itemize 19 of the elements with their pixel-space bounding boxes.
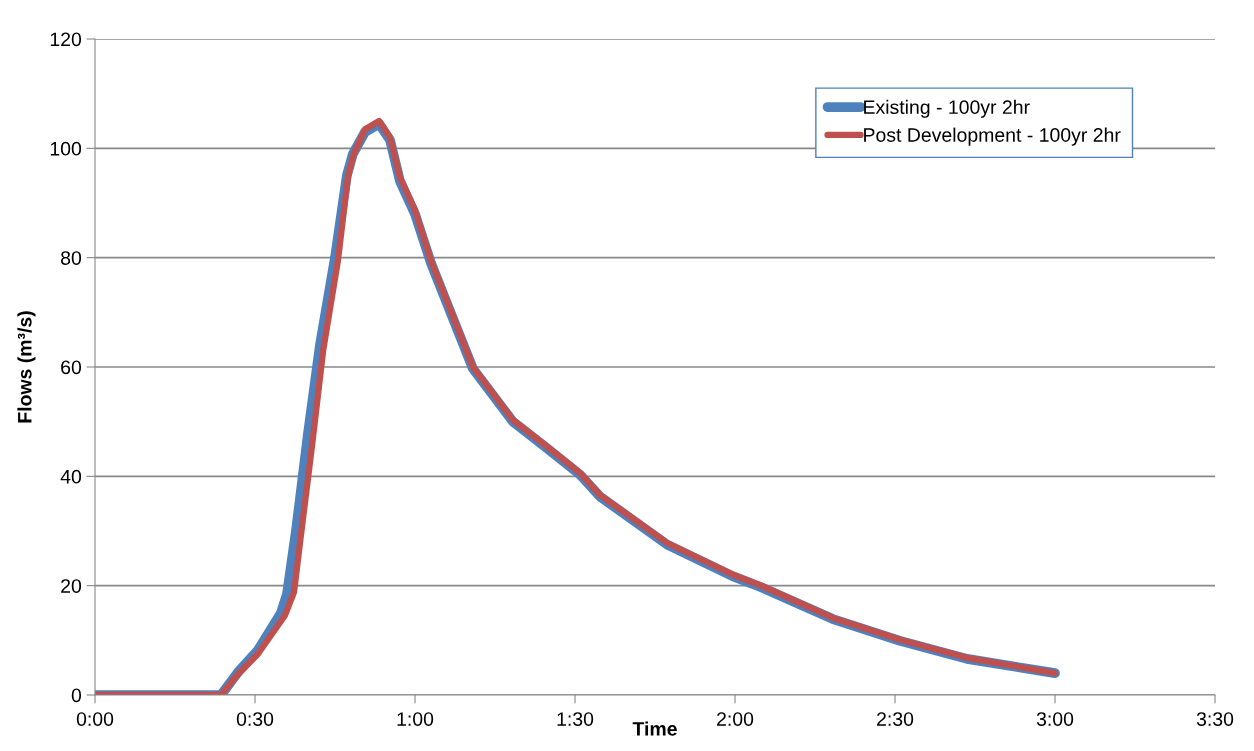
y-tick-label: 60 (61, 360, 82, 375)
x-tick-label: 2:30 (877, 712, 914, 726)
y-tick-label: 100 (50, 141, 82, 156)
y-tick-label: 80 (61, 251, 82, 265)
y-tick-label: 120 (50, 32, 82, 47)
x-tick-label: 2:00 (717, 712, 754, 726)
x-axis-title: Time (632, 721, 677, 736)
legend-label: Post Development - 100yr 2hr (864, 127, 1121, 146)
x-tick-label: 0:00 (76, 712, 114, 726)
y-axis-title: Flows (m³/s) (17, 311, 36, 423)
y-tick-label: 40 (60, 469, 82, 484)
x-tick-label: 1:00 (397, 712, 434, 726)
x-tick-label: 3:30 (1196, 712, 1234, 726)
y-tick-label: 0 (71, 688, 82, 703)
x-tick-label: 3:00 (1036, 712, 1074, 726)
x-tick-label: 0:30 (236, 712, 274, 726)
legend-label: Existing - 100yr 2hr (864, 99, 1030, 118)
y-tick-label: 20 (61, 579, 82, 593)
x-tick-label: 1:30 (557, 712, 594, 726)
